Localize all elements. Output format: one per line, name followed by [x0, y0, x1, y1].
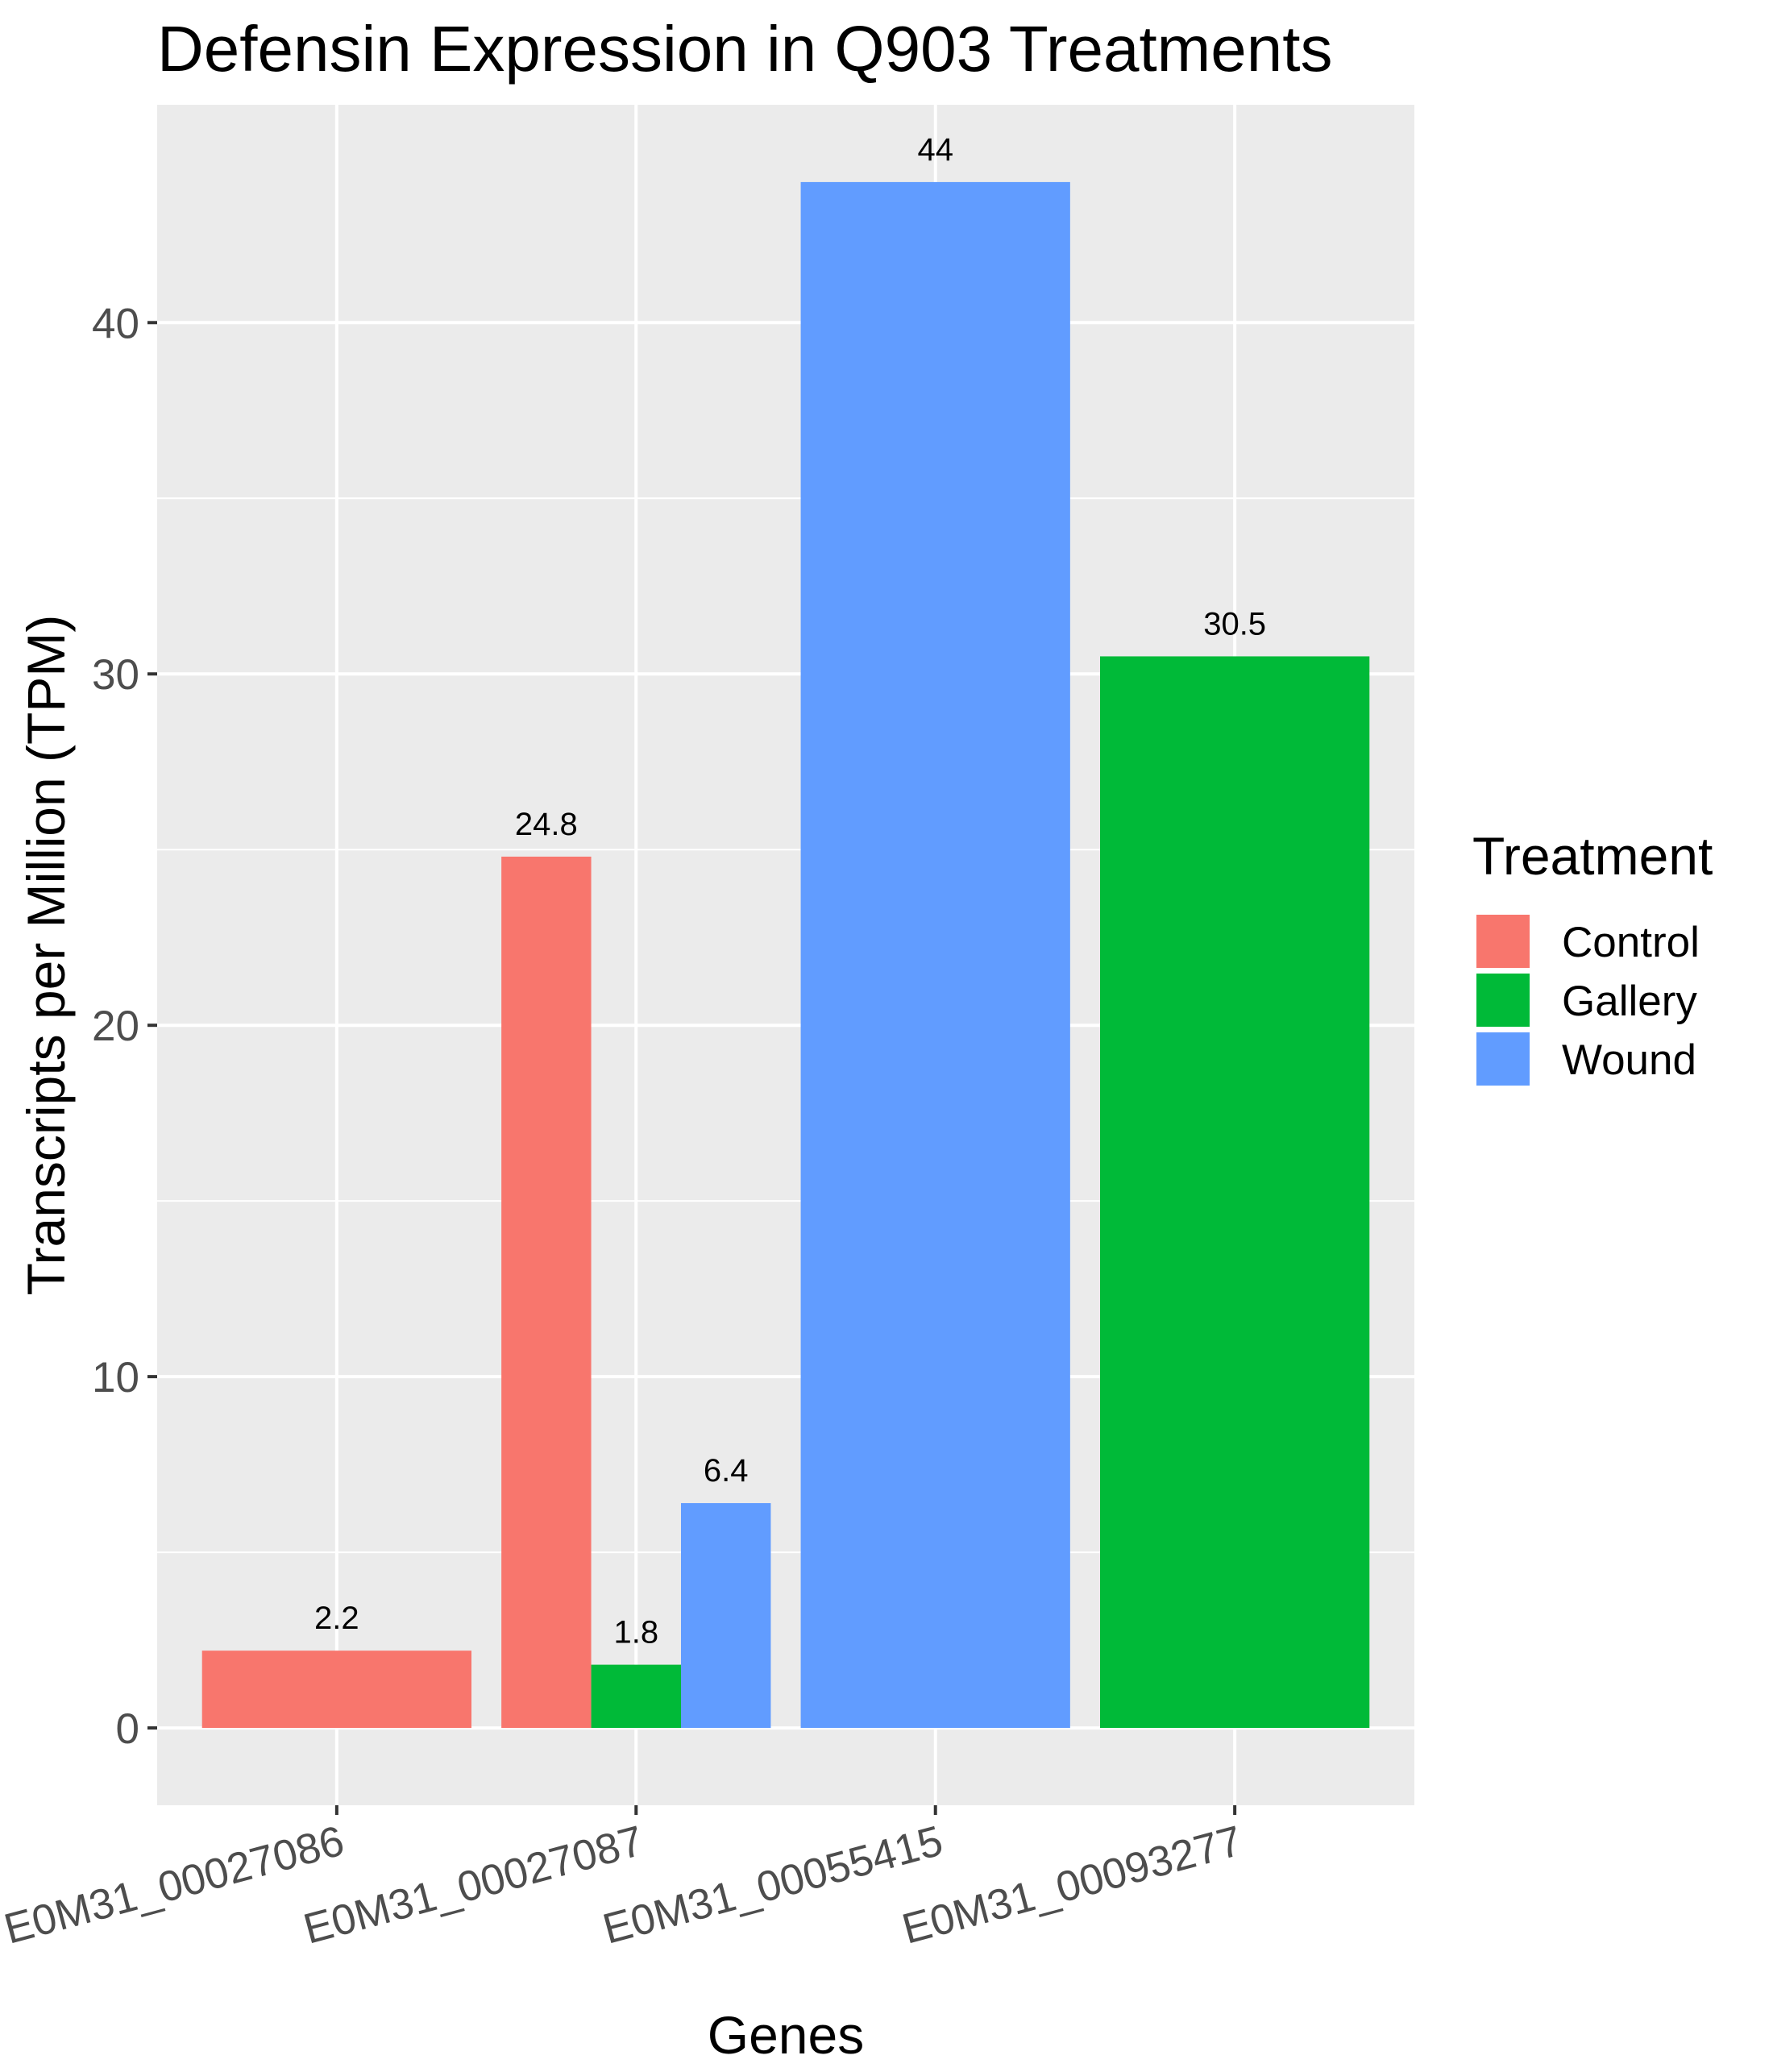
legend-title: Treatment — [1472, 826, 1713, 886]
data-labels-layer: 2.2 24.8 1.8 6.4 44 30.5 — [314, 132, 1266, 1651]
legend-key-control — [1476, 915, 1530, 968]
legend-key-wound — [1476, 1032, 1530, 1086]
data-label: 6.4 — [704, 1453, 749, 1489]
data-label: 30.5 — [1203, 606, 1266, 642]
x-axis: E0M31_00027086E0M31_00027087E0M31_000554… — [0, 1805, 1247, 1954]
bar-wound — [681, 1503, 771, 1729]
bars-layer — [201, 181, 1370, 1729]
y-axis: 0 10 20 30 40 — [92, 300, 157, 1753]
data-label: 2.2 — [314, 1601, 359, 1636]
plot-panel: 2.2 24.8 1.8 6.4 44 30.5 — [157, 105, 1414, 1805]
legend-key-gallery — [1476, 974, 1530, 1027]
y-tick-label: 20 — [92, 1003, 139, 1050]
x-tick-label: E0M31_00093277 — [898, 1817, 1248, 1954]
x-tick-label: E0M31_00055415 — [598, 1817, 948, 1954]
bar-gallery — [1100, 656, 1370, 1729]
legend-label-wound: Wound — [1562, 1036, 1696, 1084]
y-axis-title: Transcripts per Million (TPM) — [16, 615, 76, 1296]
x-axis-title: Genes — [708, 2005, 864, 2065]
bar-control — [201, 1651, 471, 1729]
data-label: 44 — [917, 132, 953, 168]
data-label: 1.8 — [613, 1615, 658, 1651]
data-label: 24.8 — [515, 807, 578, 842]
bar-wound — [800, 181, 1070, 1729]
y-tick-label: 40 — [92, 300, 139, 347]
y-tick-label: 0 — [116, 1705, 139, 1753]
bar-gallery — [591, 1664, 681, 1729]
legend-label-control: Control — [1562, 919, 1700, 966]
legend: Treatment Control Gallery Wound — [1472, 826, 1713, 1086]
x-tick-label: E0M31_00027087 — [299, 1817, 649, 1954]
x-tick-label: E0M31_00027086 — [0, 1817, 349, 1954]
y-tick-label: 10 — [92, 1354, 139, 1401]
y-tick-label: 30 — [92, 651, 139, 699]
bar-control — [501, 856, 592, 1729]
legend-entries: Control Gallery Wound — [1476, 915, 1700, 1086]
chart-title: Defensin Expression in Q903 Treatments — [157, 13, 1333, 85]
legend-label-gallery: Gallery — [1562, 978, 1697, 1025]
